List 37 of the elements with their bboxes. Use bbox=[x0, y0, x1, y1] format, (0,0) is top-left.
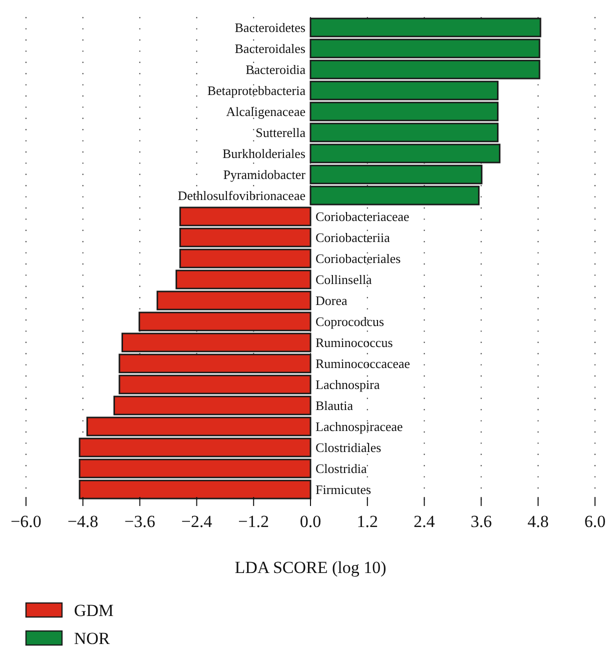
y-tick-label: Firmicutes bbox=[316, 482, 372, 498]
x-tick-label: −6.0 bbox=[10, 512, 42, 531]
x-axis-title: LDA SCORE (log 10) bbox=[234, 558, 386, 577]
y-tick-label: Burkholderiales bbox=[222, 146, 306, 162]
y-tick-label: Alcaligenaceae bbox=[226, 104, 306, 120]
y-tick-label: Blautia bbox=[316, 398, 354, 414]
y-tick-label: Betaprotebbacteria bbox=[207, 83, 306, 98]
x-tick-label: 6.0 bbox=[584, 512, 606, 531]
y-tick-label: Dorea bbox=[316, 293, 348, 308]
x-tick-label: 0.0 bbox=[300, 512, 322, 531]
y-tick-label: Collinsella bbox=[316, 272, 372, 288]
y-tick-label: Ruminococcus bbox=[316, 335, 393, 350]
x-tick-label: −3.6 bbox=[124, 512, 156, 531]
y-tick-label: Ruminococcaceae bbox=[316, 356, 410, 372]
y-tick-label: Dethlosulfovibrionaceae bbox=[178, 188, 306, 204]
y-tick-label: Bacteroidales bbox=[234, 41, 306, 56]
y-tick-label: Clostridia bbox=[316, 461, 368, 476]
legend-label: NOR bbox=[74, 628, 111, 648]
y-tick-label: Bacteroidia bbox=[246, 62, 306, 78]
x-tick-label: 3.6 bbox=[470, 512, 492, 531]
x-tick-label: −1.2 bbox=[238, 512, 270, 531]
y-tick-label: Coriobacteriia bbox=[316, 230, 390, 246]
y-tick-label: Clostridiales bbox=[316, 440, 382, 456]
y-tick-label: Coprocodcus bbox=[316, 314, 384, 330]
y-tick-label: Bacteroidetes bbox=[234, 20, 306, 36]
y-tick-label: Sutterella bbox=[256, 125, 306, 140]
y-tick-label: Pyramidobacter bbox=[223, 167, 306, 182]
legend-label: GDM bbox=[74, 600, 114, 620]
y-tick-label: Lachnospira bbox=[316, 377, 380, 392]
y-tick-label: Coriobacteriales bbox=[316, 251, 401, 266]
x-tick-label: 2.4 bbox=[414, 512, 436, 531]
y-tick-label: Coriobacteriaceae bbox=[316, 209, 410, 224]
x-tick-label: −4.8 bbox=[67, 512, 98, 531]
x-tick-label: 1.2 bbox=[356, 512, 378, 531]
y-tick-label: Lachnospiraceae bbox=[316, 419, 404, 434]
x-tick-label: −2.4 bbox=[181, 512, 213, 531]
x-tick-label: 4.8 bbox=[527, 512, 549, 531]
